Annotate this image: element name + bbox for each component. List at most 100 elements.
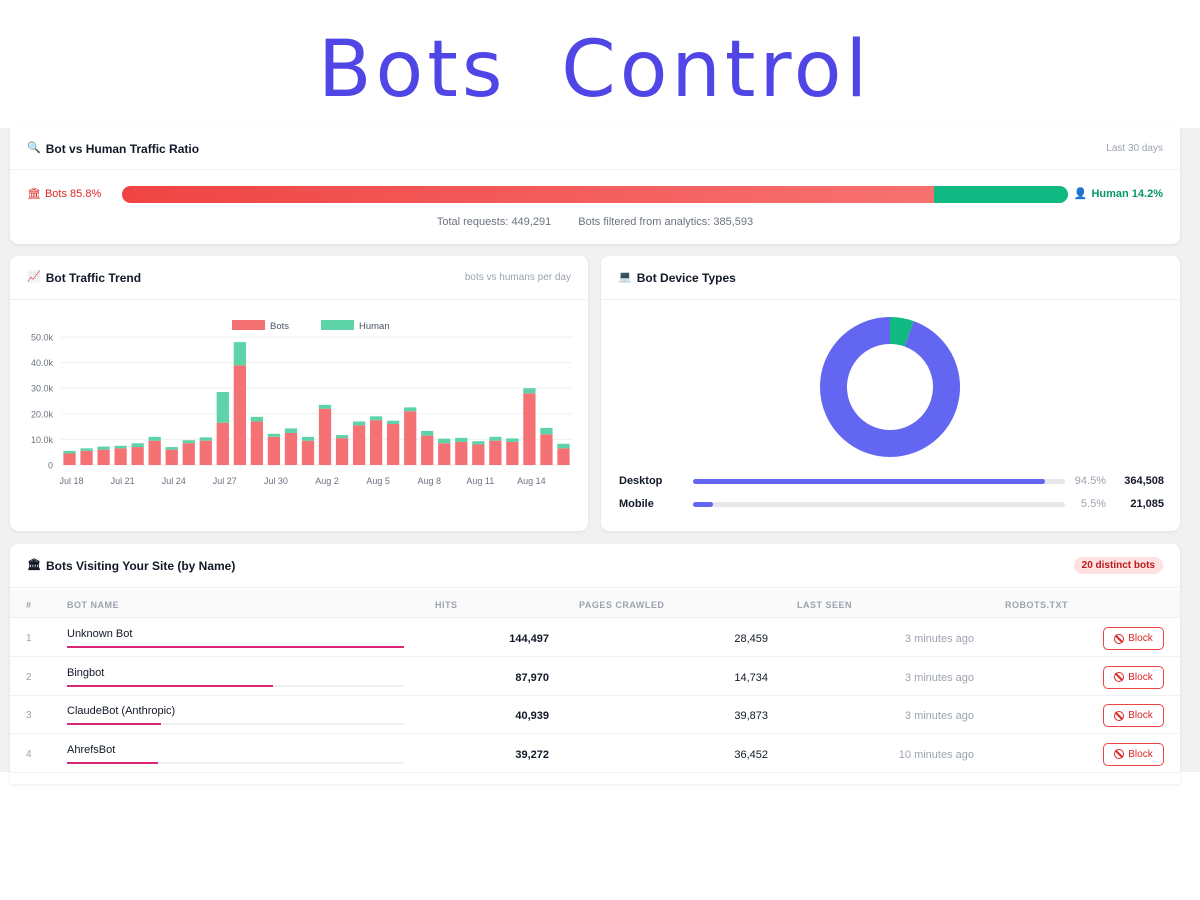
trend-card-title: 📈 Bot Traffic Trend bbox=[27, 271, 141, 285]
donut-slice-mobile bbox=[889, 317, 914, 347]
bar-bots bbox=[250, 421, 264, 465]
table-header-row: # BOT NAME HITS PAGES CRAWLED LAST SEEN … bbox=[10, 590, 1180, 618]
col-header-pages[interactable]: PAGES CRAWLED bbox=[579, 600, 665, 610]
block-icon bbox=[1114, 749, 1125, 759]
col-header-bot-name[interactable]: BOT NAME bbox=[67, 600, 119, 610]
bar-human bbox=[284, 428, 298, 433]
block-button[interactable]: Block bbox=[1103, 742, 1164, 766]
device-row-mobile: Mobile 5.5% 21,085 bbox=[619, 497, 1164, 513]
bar-bots bbox=[199, 440, 212, 465]
block-icon bbox=[1114, 633, 1125, 644]
human-percent-label: 👤 Human 14.2% bbox=[1074, 188, 1163, 200]
bots-filtered: Bots filtered from analytics: 385,593 bbox=[578, 216, 754, 228]
device-bar-track bbox=[693, 502, 1065, 507]
bar-bots bbox=[540, 434, 553, 465]
x-tick-label: Aug 5 bbox=[366, 476, 390, 486]
bar-human bbox=[267, 433, 281, 437]
bar-bots bbox=[438, 443, 451, 465]
row-number: 2 bbox=[26, 671, 32, 683]
bar-human bbox=[131, 443, 144, 448]
bot-icon: 🏛 bbox=[27, 559, 41, 571]
distinct-bots-badge: 20 distinct bots bbox=[1073, 557, 1163, 574]
table-row: 2 Bingbot 87,970 14,734 3 minutes ago Block bbox=[10, 658, 1180, 696]
donut-slice-desktop bbox=[820, 317, 960, 457]
block-label: Block bbox=[1128, 633, 1153, 644]
bar-human bbox=[404, 407, 417, 412]
ratio-title-text: Bot vs Human Traffic Ratio bbox=[45, 141, 200, 156]
bar-human bbox=[318, 404, 332, 409]
x-tick-label: Aug 14 bbox=[517, 476, 546, 486]
bot-name: Unknown Bot bbox=[67, 628, 133, 640]
device-card-header: 💻 Bot Device Types bbox=[601, 256, 1180, 300]
ratio-bar-human bbox=[933, 186, 1068, 203]
x-tick-label: Jul 18 bbox=[60, 476, 84, 486]
trend-subtitle: bots vs humans per day bbox=[464, 272, 571, 283]
table-row: 4 AhrefsBot 39,272 36,452 10 minutes ago Bloc… bbox=[10, 735, 1180, 773]
block-label: Block bbox=[1128, 671, 1153, 683]
col-header-hits[interactable]: HITS bbox=[435, 600, 458, 610]
bar-bots bbox=[216, 422, 229, 465]
device-name: Mobile bbox=[619, 498, 654, 510]
bar-human bbox=[114, 445, 127, 449]
bot-name: ClaudeBot (Anthropic) bbox=[67, 705, 176, 717]
bot-share-fill bbox=[67, 684, 273, 687]
bot-icon: 🏛 bbox=[27, 187, 41, 200]
bar-bots bbox=[301, 440, 315, 465]
page-title: Bots Control bbox=[318, 25, 872, 115]
table-row: 1 Unknown Bot 144,497 28,459 3 minutes ago Bl… bbox=[10, 619, 1180, 657]
bar-bots bbox=[335, 438, 349, 465]
block-button[interactable]: Block bbox=[1103, 665, 1164, 689]
device-bar-fill bbox=[693, 479, 1045, 484]
ratio-card-header: 🔍 Bot vs Human Traffic Ratio Last 30 day… bbox=[10, 128, 1180, 170]
trend-card-header: 📈 Bot Traffic Trend bots vs humans per d… bbox=[10, 256, 588, 300]
bar-bots bbox=[114, 448, 127, 465]
x-tick-label: Jul 21 bbox=[111, 476, 135, 486]
bar-human bbox=[489, 436, 502, 441]
bar-human bbox=[250, 416, 264, 422]
device-bar-track bbox=[693, 479, 1065, 484]
y-tick-label: 0 bbox=[48, 461, 53, 471]
bar-bots bbox=[131, 447, 144, 465]
bot-hits: 39,272 bbox=[515, 748, 549, 761]
bar-bots bbox=[489, 440, 502, 465]
total-requests: Total requests: 449,291 bbox=[436, 216, 552, 228]
y-tick-label: 50.0k bbox=[31, 333, 54, 343]
bots-table-title-text: Bots Visiting Your Site (by Name) bbox=[45, 558, 236, 573]
bar-bots bbox=[404, 411, 417, 465]
bar-human bbox=[165, 447, 178, 450]
bot-hits: 87,970 bbox=[515, 671, 549, 684]
bot-last-seen: 10 minutes ago bbox=[898, 748, 974, 761]
user-icon: 👤 bbox=[1073, 187, 1088, 200]
bar-bots bbox=[369, 420, 383, 465]
bar-human bbox=[506, 438, 519, 442]
ratio-card-title: 🔍 Bot vs Human Traffic Ratio bbox=[27, 142, 199, 156]
bar-human bbox=[472, 441, 485, 445]
device-row-desktop: Desktop 94.5% 364,508 bbox=[619, 474, 1164, 490]
bar-bots bbox=[267, 436, 281, 465]
bot-share-fill bbox=[67, 723, 162, 725]
bar-bots bbox=[80, 450, 93, 465]
ratio-bar bbox=[122, 186, 1068, 203]
bar-bots bbox=[63, 453, 76, 465]
bots-percent-text: Bots 85.8% bbox=[44, 188, 102, 200]
bar-bots bbox=[165, 449, 178, 465]
device-count: 364,508 bbox=[1124, 475, 1164, 487]
bar-human bbox=[557, 443, 570, 449]
block-button[interactable]: Block bbox=[1103, 704, 1164, 727]
bar-human bbox=[421, 430, 434, 436]
device-card: 💻 Bot Device Types Desktop 94.5% 364,508… bbox=[601, 256, 1180, 531]
bot-pages-crawled: 39,873 bbox=[734, 710, 768, 722]
table-row: 3 ClaudeBot (Anthropic) 40,939 39,873 3 minu… bbox=[10, 696, 1180, 734]
ratio-card: 🔍 Bot vs Human Traffic Ratio Last 30 day… bbox=[10, 128, 1180, 244]
bar-bots bbox=[455, 441, 468, 465]
device-title-text: Bot Device Types bbox=[636, 270, 736, 285]
bar-bots bbox=[97, 449, 110, 465]
bots-table-header: 🏛 Bots Visiting Your Site (by Name) 20 d… bbox=[10, 544, 1180, 588]
bot-share-track bbox=[67, 684, 404, 687]
block-label: Block bbox=[1128, 710, 1153, 721]
col-header-last-seen[interactable]: LAST SEEN bbox=[797, 600, 853, 610]
bot-hits: 40,939 bbox=[515, 710, 549, 722]
block-button[interactable]: Block bbox=[1103, 627, 1164, 650]
bar-bots bbox=[318, 408, 332, 465]
bots-percent-label: 🏛 Bots 85.8% bbox=[27, 188, 101, 200]
